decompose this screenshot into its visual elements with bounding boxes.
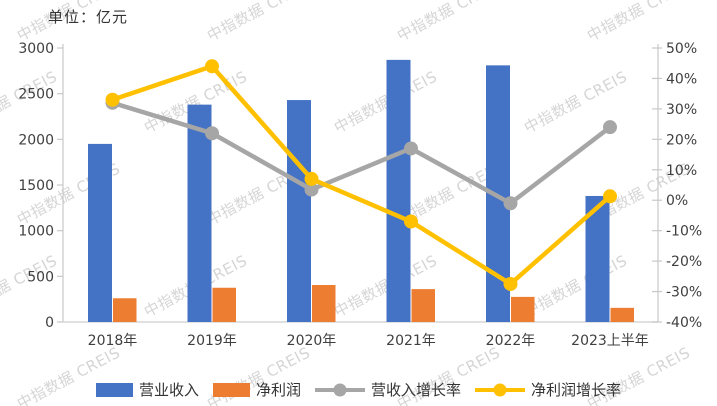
legend-label: 营业收入 [138, 381, 199, 399]
legend-bar-swatch-icon [95, 382, 133, 397]
x-axis-category-label: 2020年 [287, 333, 337, 349]
marker-净利润增长率-2019年 [205, 59, 219, 74]
bar-净利润-2020年 [312, 285, 336, 322]
legend-label: 净利润增长率 [531, 381, 622, 399]
right-axis-tick-label: -10% [666, 224, 702, 240]
bar-营业收入-2020年 [287, 100, 311, 322]
x-axis-category-label: 2021年 [386, 333, 436, 349]
line-净利润增长率 [110, 64, 613, 287]
bar-净利润-2023上半年 [610, 307, 634, 322]
legend-bar-swatch-icon [212, 382, 250, 397]
left-axis-tick-label: 1000 [18, 224, 54, 240]
legend-label: 营收入增长率 [371, 381, 462, 399]
marker-营收入增长率-2021年 [404, 141, 418, 156]
bar-营业收入-2018年 [88, 143, 112, 322]
right-axis-tick-label: 10% [666, 163, 697, 179]
right-axis-tick-label: 0% [666, 193, 688, 209]
x-axis-category-label: 2022年 [486, 333, 536, 349]
left-axis-tick-label: 0 [45, 315, 54, 331]
bar-营业收入-2021年 [386, 59, 411, 323]
right-axis-tick-label: 20% [666, 132, 697, 148]
legend-item-营收入增长率: 营收入增长率 [315, 379, 461, 400]
left-axis-tick-label: 3000 [18, 41, 54, 57]
right-axis-tick-label: -30% [666, 285, 702, 301]
marker-净利润增长率-2018年 [105, 92, 120, 107]
x-axis-category-label: 2023上半年 [571, 333, 649, 349]
right-axis-tick-label: -40% [666, 315, 702, 331]
right-axis-tick-label: 30% [666, 102, 697, 118]
bar-营业收入-2019年 [187, 104, 212, 322]
bar-净利润-2018年 [113, 298, 137, 322]
legend-label: 净利润 [255, 381, 301, 399]
right-axis-tick-label: -20% [666, 254, 702, 270]
marker-营收入增长率-2022年 [503, 196, 518, 211]
x-axis-category-label: 2019年 [187, 333, 237, 349]
legend-item-营业收入: 营业收入 [95, 379, 199, 400]
legend-line-swatch-icon [315, 383, 365, 396]
bar-净利润-2019年 [212, 287, 236, 322]
marker-营收入增长率-2019年 [205, 126, 219, 141]
unit-label: 单位：亿元 [48, 8, 129, 26]
marker-净利润增长率-2020年 [304, 171, 319, 186]
left-axis-tick-label: 2500 [18, 87, 54, 103]
left-axis-tick-label: 1500 [18, 178, 54, 194]
marker-净利润增长率-2022年 [503, 276, 518, 291]
marker-营收入增长率-2020年 [304, 182, 319, 197]
left-axis-tick-label: 500 [27, 269, 54, 285]
legend-item-净利润增长率: 净利润增长率 [475, 379, 621, 400]
marker-净利润增长率-2021年 [404, 214, 418, 229]
chart-legend: 营业收入 净利润 营收入增长率 净利润增长率 [0, 379, 717, 400]
left-axis-tick-label: 2000 [18, 132, 54, 148]
line-营收入增长率 [110, 100, 613, 206]
right-axis-tick-label: 40% [666, 71, 697, 87]
legend-line-swatch-icon [475, 383, 526, 396]
bar-净利润-2022年 [511, 296, 535, 322]
marker-营收入增长率-2023上半年 [603, 120, 617, 135]
x-axis-category-label: 2018年 [88, 333, 138, 349]
legend-item-净利润: 净利润 [212, 379, 301, 400]
bar-净利润-2021年 [411, 289, 435, 322]
right-axis-tick-label: 50% [666, 41, 697, 57]
marker-净利润增长率-2023上半年 [603, 189, 617, 204]
